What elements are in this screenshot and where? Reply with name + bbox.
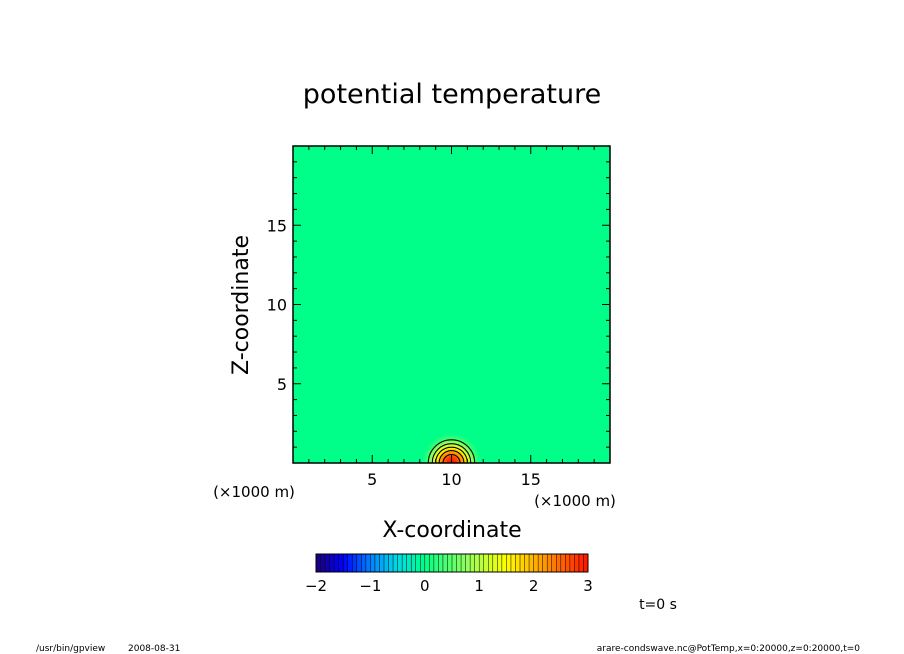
x-tick-label: 15 [521,470,541,489]
colorbar-tick-label: −1 [359,577,381,595]
colorbar-band [506,554,512,572]
x-tick-label: 10 [441,470,461,489]
colorbar-bands [315,554,589,572]
y-axis-label: Z-coordinate [229,235,254,375]
y-tick-label: 10 [267,296,287,315]
colorbar-band [461,554,466,572]
colorbar-tick-label: 1 [474,577,484,595]
colorbar-band [347,554,353,572]
colorbar-band [483,554,489,572]
colorbar-tick-label: −2 [305,577,327,595]
colorbar-band [551,554,557,572]
colorbar-tick-label: 2 [529,577,539,595]
colorbar-band [361,554,367,572]
contour-line [442,453,461,463]
colorbar-band [520,554,525,572]
colorbar-band [384,554,389,572]
x-tick-label: 5 [367,470,377,489]
colorbar-band [343,554,349,572]
time-label: t=0 s [639,597,677,613]
colorbar-band [334,554,339,572]
y-tick-label: 15 [267,216,287,235]
colorbar-band [488,554,494,572]
colorbar-band [565,554,571,572]
colorbar-band [501,554,507,572]
colorbar-band [542,554,548,572]
colorbar-band [578,554,584,572]
footer-data-source: arare-condswave.nc@PotTemp,x=0:20000,z=0… [597,644,861,654]
colorbar-band [370,554,376,572]
colorbar-band [406,554,412,572]
colorbar-band [438,554,444,572]
colorbar-band [352,554,358,572]
colorbar-band [492,554,498,572]
x-tick-labels: 5 10 15 [367,470,541,489]
colorbar-band [574,554,580,572]
colorbar-band [569,554,575,572]
chart-title: potential temperature [303,79,601,110]
colorbar-band [388,554,394,572]
colorbar-band [497,554,503,572]
colorbar-band [374,554,380,572]
colorbar-band [379,554,385,572]
colorbar-band [470,554,475,572]
colorbar-tick-label: 0 [420,577,430,595]
colorbar-band [529,554,534,572]
footer-program-path: /usr/bin/gpview [36,644,105,654]
colorbar-band [393,554,398,572]
colorbar-band [560,554,566,572]
colorbar-band [320,554,326,572]
colorbar-band [411,554,417,572]
colorbar-band [420,554,426,572]
colorbar-band [452,554,457,572]
y-unit-label: (×1000 m) [213,483,295,501]
colorbar-band [365,554,371,572]
colorbar-band [515,554,521,572]
colorbar: −2 −1 0 1 2 3 [305,553,593,595]
colorbar-band [316,554,321,572]
colorbar-band [556,554,562,572]
colorbar-band [465,554,471,572]
colorbar-band [415,554,421,572]
colorbar-tick-labels: −2 −1 0 1 2 3 [305,577,593,595]
colorbar-band [338,554,344,572]
colorbar-band [433,554,439,572]
colorbar-band [456,554,462,572]
x-unit-label: (×1000 m) [534,492,616,510]
colorbar-band [442,554,448,572]
colorbar-band [329,554,335,572]
colorbar-band [447,554,453,572]
colorbar-band [325,554,330,572]
plot-area [292,145,611,464]
axis-tick-marks [293,146,610,463]
colorbar-band [474,554,480,572]
colorbar-band [479,554,485,572]
contour-line [427,439,476,463]
colorbar-band [533,554,539,572]
colorbar-band [356,554,362,572]
contour-line [431,443,472,463]
x-axis-label: X-coordinate [382,518,521,543]
y-tick-label: 5 [277,375,287,394]
heatmap-background [293,146,610,463]
colorbar-band [524,554,530,572]
colorbar-band [583,554,589,572]
colorbar-band [510,554,516,572]
colorbar-band [424,554,430,572]
colorbar-tick-label: 3 [583,577,593,595]
colorbar-band [429,554,435,572]
colorbar-band [402,554,407,572]
colorbar-band [397,554,403,572]
colorbar-band [547,554,553,572]
colorbar-band [538,554,543,572]
footer-date: 2008-08-31 [128,644,180,654]
colorbar-frame [315,553,589,573]
y-tick-labels: 5 10 15 [267,216,287,394]
